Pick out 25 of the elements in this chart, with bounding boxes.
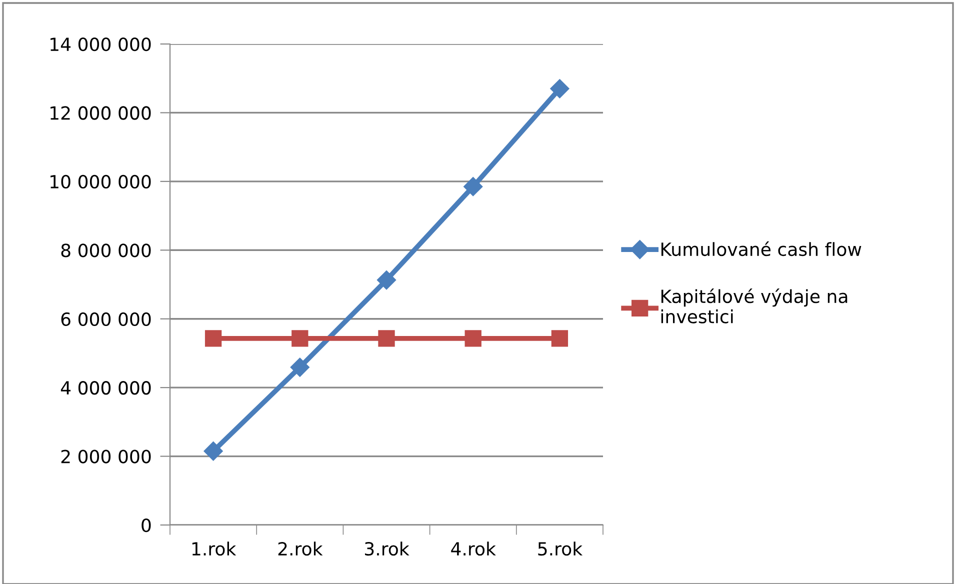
y-tick-label: 10 000 000 bbox=[50, 174, 151, 189]
point bbox=[551, 330, 568, 347]
y-tick-label: 0 bbox=[142, 518, 151, 532]
x-tick-label: 2.rok bbox=[278, 542, 323, 556]
legend-label: Kumulované cash flow bbox=[661, 241, 862, 256]
point bbox=[290, 358, 310, 377]
point bbox=[464, 177, 483, 196]
y-tick-label: 8 000 000 bbox=[61, 244, 151, 258]
point bbox=[550, 79, 570, 98]
point bbox=[376, 270, 396, 290]
x-tick-label: 3.rok bbox=[365, 542, 410, 556]
y-tick-label: 14 000 000 bbox=[50, 37, 151, 52]
x-tick-label: 5.rok bbox=[538, 542, 583, 556]
point bbox=[204, 442, 223, 461]
x-tick-label: 4.rok bbox=[451, 542, 496, 556]
y-tick-label: 4 000 000 bbox=[60, 381, 151, 395]
point bbox=[464, 330, 482, 347]
y-tick-label: 2 000 000 bbox=[61, 450, 151, 464]
x-tick-label: 1.rok bbox=[192, 542, 236, 556]
point bbox=[292, 330, 308, 347]
point bbox=[378, 330, 395, 347]
point bbox=[204, 330, 222, 347]
y-tick-label: 12 000 000 bbox=[50, 106, 151, 120]
legend-label: Kapitálové výdaje na investici bbox=[661, 288, 848, 324]
y-tick-label: 6 000 000 bbox=[61, 312, 151, 326]
